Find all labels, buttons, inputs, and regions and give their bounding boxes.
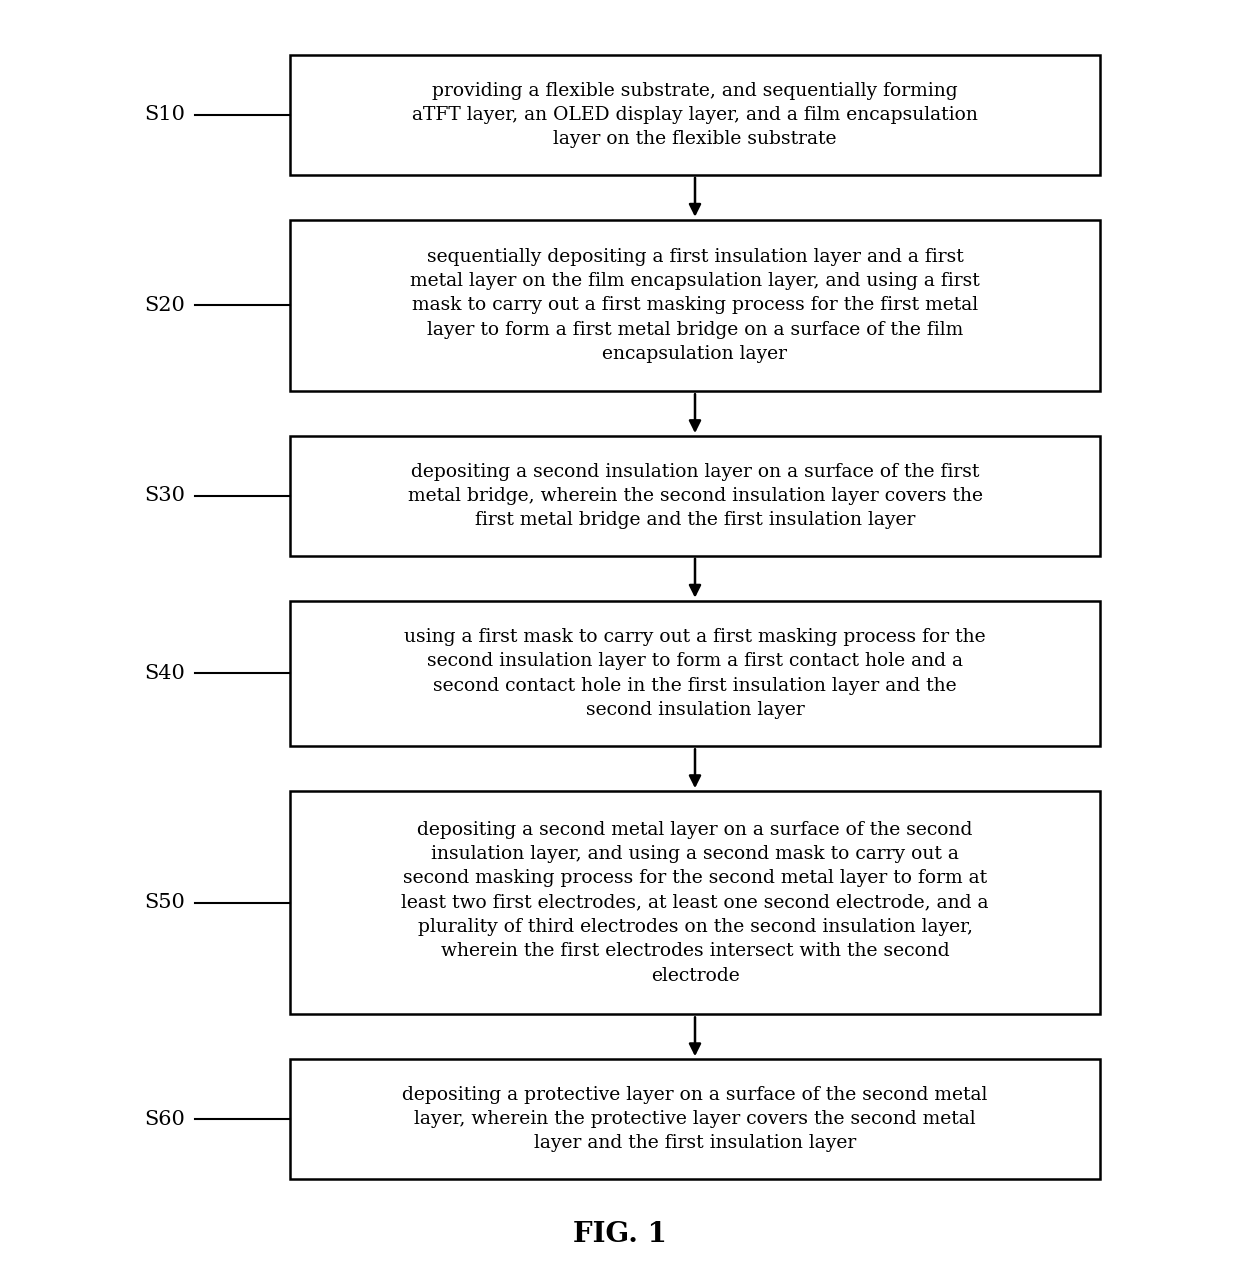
Text: S20: S20 <box>145 295 186 315</box>
Text: sequentially depositing a first insulation layer and a first
metal layer on the : sequentially depositing a first insulati… <box>410 248 980 363</box>
Bar <box>290 790 1100 1014</box>
Text: depositing a second metal layer on a surface of the second
insulation layer, and: depositing a second metal layer on a sur… <box>402 821 988 985</box>
Text: S30: S30 <box>145 486 186 505</box>
Text: S40: S40 <box>145 664 186 683</box>
Bar <box>290 220 1100 391</box>
Bar <box>290 55 1100 175</box>
Text: S50: S50 <box>145 893 186 912</box>
Text: FIG. 1: FIG. 1 <box>573 1220 667 1247</box>
Text: S10: S10 <box>145 105 186 124</box>
Text: S60: S60 <box>145 1110 186 1128</box>
Text: depositing a second insulation layer on a surface of the first
metal bridge, whe: depositing a second insulation layer on … <box>408 463 982 530</box>
Bar <box>290 601 1100 747</box>
Bar <box>290 436 1100 556</box>
Bar <box>290 1059 1100 1179</box>
Text: using a first mask to carry out a first masking process for the
second insulatio: using a first mask to carry out a first … <box>404 628 986 719</box>
Text: depositing a protective layer on a surface of the second metal
layer, wherein th: depositing a protective layer on a surfa… <box>402 1086 988 1152</box>
Text: providing a flexible substrate, and sequentially forming
aTFT layer, an OLED dis: providing a flexible substrate, and sequ… <box>412 82 978 148</box>
